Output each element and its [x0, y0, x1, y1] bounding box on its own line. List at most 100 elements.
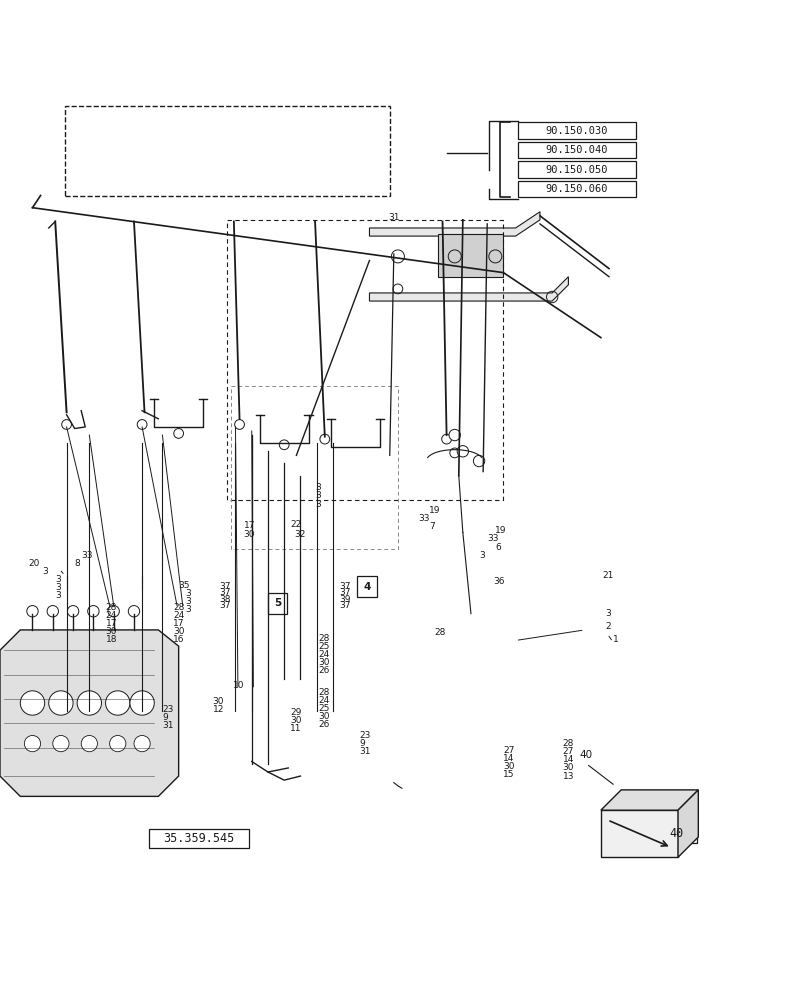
Text: 24: 24	[173, 611, 184, 620]
Text: 37: 37	[339, 588, 350, 597]
Text: 37: 37	[219, 588, 230, 597]
Text: 25: 25	[318, 642, 329, 651]
Circle shape	[20, 691, 45, 715]
Text: 4: 4	[363, 582, 371, 592]
Text: 18: 18	[105, 635, 117, 644]
Text: 24: 24	[105, 611, 117, 620]
Text: 24: 24	[318, 650, 329, 659]
Text: 28: 28	[173, 603, 184, 612]
Text: 17: 17	[105, 619, 117, 628]
Text: 31: 31	[388, 213, 399, 222]
Text: 16: 16	[173, 635, 184, 644]
Text: 90.150.050: 90.150.050	[545, 165, 607, 175]
Polygon shape	[438, 234, 503, 277]
Text: 90.150.040: 90.150.040	[545, 145, 607, 155]
Text: 90.150.060: 90.150.060	[545, 184, 607, 194]
Text: 33: 33	[487, 534, 498, 543]
Text: 40: 40	[668, 827, 683, 840]
Text: 3: 3	[42, 567, 48, 576]
Circle shape	[67, 606, 79, 617]
Circle shape	[441, 434, 451, 444]
Text: 11: 11	[290, 724, 301, 733]
Text: 35.359.545: 35.359.545	[163, 832, 234, 845]
Text: 23: 23	[358, 731, 370, 740]
Text: 22: 22	[290, 520, 302, 529]
Circle shape	[448, 429, 460, 441]
Text: 3: 3	[315, 483, 320, 492]
Text: 31: 31	[162, 721, 174, 730]
Bar	[600, 810, 677, 857]
FancyBboxPatch shape	[655, 824, 696, 843]
Text: 30: 30	[562, 763, 573, 772]
Text: 32: 32	[294, 530, 305, 539]
FancyBboxPatch shape	[517, 181, 635, 197]
Text: 9: 9	[162, 713, 168, 722]
Polygon shape	[0, 630, 178, 796]
Text: 5: 5	[274, 598, 281, 608]
Text: 30: 30	[290, 716, 301, 725]
FancyBboxPatch shape	[517, 142, 635, 158]
Text: 15: 15	[503, 770, 514, 779]
Circle shape	[105, 691, 130, 715]
Text: 29: 29	[290, 708, 301, 717]
Text: 39: 39	[339, 595, 350, 604]
Circle shape	[457, 446, 468, 457]
Circle shape	[53, 735, 69, 752]
Circle shape	[47, 606, 58, 617]
Circle shape	[130, 691, 154, 715]
Text: 23: 23	[162, 705, 174, 714]
Circle shape	[49, 691, 73, 715]
Text: 25: 25	[318, 704, 329, 713]
Text: 30: 30	[318, 712, 329, 721]
FancyBboxPatch shape	[517, 161, 635, 178]
Polygon shape	[600, 790, 697, 810]
Text: 10: 10	[233, 681, 244, 690]
Text: 21: 21	[602, 571, 613, 580]
Text: 30: 30	[318, 658, 329, 667]
Text: 13: 13	[562, 772, 573, 781]
Circle shape	[108, 606, 119, 617]
Text: 36: 36	[493, 577, 504, 586]
Text: 38: 38	[219, 595, 230, 604]
Circle shape	[320, 434, 329, 444]
Text: 33: 33	[81, 551, 92, 560]
Circle shape	[279, 440, 289, 450]
Text: 14: 14	[503, 754, 514, 763]
Text: 14: 14	[562, 755, 573, 764]
Circle shape	[449, 448, 459, 458]
Text: 28: 28	[105, 603, 117, 612]
Text: 28: 28	[434, 628, 445, 637]
Text: 3: 3	[315, 491, 320, 500]
Circle shape	[62, 420, 71, 429]
Text: 30: 30	[243, 530, 255, 539]
Circle shape	[174, 429, 183, 438]
Text: 3: 3	[185, 589, 191, 598]
Text: 37: 37	[339, 601, 350, 610]
Text: 17: 17	[243, 521, 255, 530]
Text: 8: 8	[75, 559, 80, 568]
Polygon shape	[369, 277, 568, 301]
Circle shape	[234, 420, 244, 429]
Text: 28: 28	[318, 634, 329, 643]
Text: 3: 3	[315, 500, 320, 509]
FancyBboxPatch shape	[357, 576, 376, 597]
Text: 26: 26	[318, 720, 329, 729]
Text: 3: 3	[185, 597, 191, 606]
Text: 35: 35	[178, 581, 190, 590]
Text: 27: 27	[503, 746, 514, 755]
Circle shape	[88, 606, 99, 617]
Text: 28: 28	[318, 688, 329, 697]
Text: 24: 24	[318, 696, 329, 705]
Text: 6: 6	[495, 543, 500, 552]
Text: 7: 7	[428, 522, 434, 531]
Circle shape	[27, 606, 38, 617]
Text: 37: 37	[219, 582, 230, 591]
Circle shape	[109, 735, 126, 752]
Circle shape	[134, 735, 150, 752]
Text: 19: 19	[428, 506, 440, 515]
Text: 30: 30	[173, 627, 184, 636]
Text: 28: 28	[562, 739, 573, 748]
Polygon shape	[677, 790, 697, 857]
Text: 3: 3	[185, 605, 191, 614]
Text: 19: 19	[495, 526, 506, 535]
